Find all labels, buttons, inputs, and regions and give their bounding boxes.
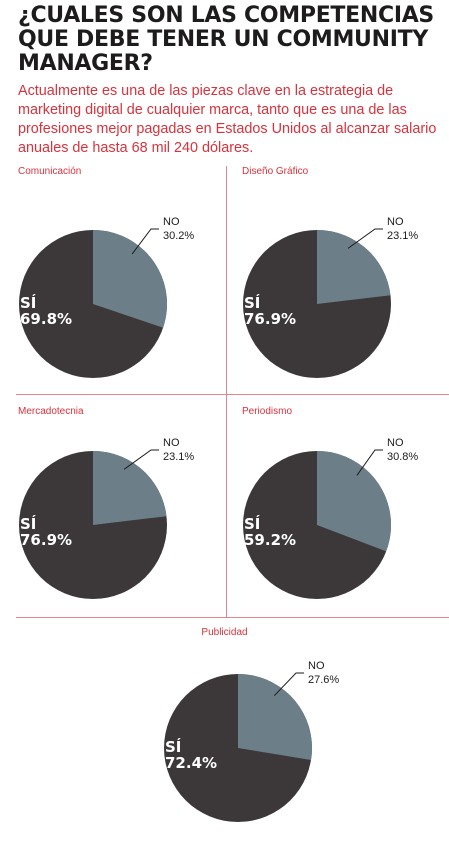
no-value-label: 27.6% bbox=[308, 674, 339, 686]
chart-title-diseno-grafico: Diseño Gráfico bbox=[242, 166, 309, 177]
pie-slice-no bbox=[93, 451, 167, 525]
no-value-label: 23.1% bbox=[163, 451, 194, 463]
no-value-label: 30.2% bbox=[163, 230, 194, 242]
si-value-label: 76.9% bbox=[244, 310, 296, 328]
no-label: NO bbox=[308, 660, 325, 672]
horizontal-divider-bottom bbox=[16, 617, 449, 618]
si-label: SÍ bbox=[20, 293, 37, 312]
no-label: NO bbox=[163, 216, 180, 228]
chart-title-publicidad: Publicidad bbox=[201, 627, 248, 638]
no-leader-line bbox=[273, 672, 304, 697]
chart-title-comunicacion: Comunicación bbox=[18, 166, 82, 177]
no-leader-line bbox=[131, 228, 159, 255]
si-value-label: 59.2% bbox=[244, 531, 296, 549]
vertical-divider bbox=[226, 166, 227, 617]
pie-slice-no bbox=[317, 451, 391, 552]
si-label: SÍ bbox=[165, 737, 182, 756]
page-title: ¿CUALES SON LAS COMPETENCIAS QUE DEBE TE… bbox=[18, 3, 434, 76]
pie-slice-no bbox=[317, 230, 391, 304]
no-value-label: 30.8% bbox=[387, 451, 418, 463]
si-value-label: 69.8% bbox=[20, 310, 72, 328]
pie-slice-no bbox=[238, 674, 312, 761]
si-label: SÍ bbox=[244, 293, 261, 312]
no-leader-line bbox=[356, 449, 383, 476]
pie-slice-no bbox=[93, 230, 168, 328]
chart-title-periodismo: Periodismo bbox=[242, 406, 293, 417]
no-leader-line bbox=[123, 449, 159, 470]
no-leader-line bbox=[347, 228, 383, 249]
si-value-label: 76.9% bbox=[20, 531, 72, 549]
no-label: NO bbox=[387, 216, 404, 228]
chart-title-mercadotecnia: Mercadotecnia bbox=[18, 406, 84, 417]
no-label: NO bbox=[163, 437, 180, 449]
horizontal-divider-top bbox=[16, 394, 449, 395]
no-label: NO bbox=[387, 437, 404, 449]
si-value-label: 72.4% bbox=[165, 754, 217, 772]
si-label: SÍ bbox=[244, 514, 261, 533]
no-value-label: 23.1% bbox=[387, 230, 418, 242]
si-label: SÍ bbox=[20, 514, 37, 533]
intro-paragraph: Actualmente es una de las piezas clave e… bbox=[18, 83, 437, 156]
